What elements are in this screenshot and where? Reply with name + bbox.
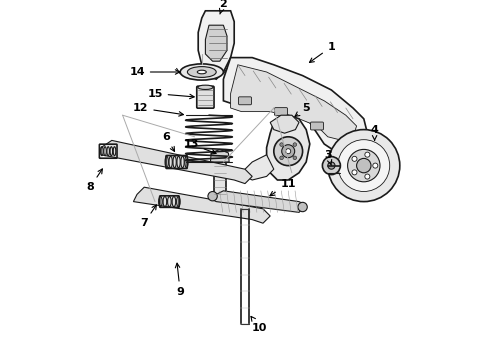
FancyBboxPatch shape <box>311 122 323 130</box>
FancyBboxPatch shape <box>214 162 225 198</box>
FancyBboxPatch shape <box>274 108 288 116</box>
Ellipse shape <box>197 70 206 74</box>
Text: 11: 11 <box>270 179 296 196</box>
Text: 13: 13 <box>183 139 216 154</box>
Text: 15: 15 <box>147 89 194 99</box>
Circle shape <box>293 143 296 147</box>
Polygon shape <box>210 198 230 205</box>
Ellipse shape <box>187 67 216 77</box>
Circle shape <box>293 156 296 159</box>
Text: 12: 12 <box>133 103 183 116</box>
Ellipse shape <box>180 64 223 80</box>
Text: 7: 7 <box>140 205 156 228</box>
Circle shape <box>365 174 370 179</box>
Circle shape <box>328 130 400 202</box>
Text: 4: 4 <box>370 125 379 140</box>
Circle shape <box>352 156 357 161</box>
Polygon shape <box>245 155 274 180</box>
Text: 3: 3 <box>324 150 332 165</box>
Text: 2: 2 <box>220 0 227 14</box>
Polygon shape <box>198 11 234 79</box>
Polygon shape <box>210 149 229 162</box>
Circle shape <box>274 137 303 166</box>
Polygon shape <box>270 115 299 133</box>
Circle shape <box>208 192 217 201</box>
Polygon shape <box>209 191 306 212</box>
Circle shape <box>347 149 380 182</box>
Circle shape <box>352 170 357 175</box>
Circle shape <box>338 140 390 192</box>
Text: 6: 6 <box>162 132 174 151</box>
Ellipse shape <box>198 85 213 90</box>
Circle shape <box>280 143 283 147</box>
Text: 1: 1 <box>310 42 335 63</box>
Circle shape <box>280 156 283 159</box>
Polygon shape <box>267 115 310 180</box>
FancyBboxPatch shape <box>239 97 251 105</box>
Polygon shape <box>101 140 252 184</box>
Text: 9: 9 <box>175 263 184 297</box>
Circle shape <box>286 149 291 154</box>
Circle shape <box>328 162 335 169</box>
Polygon shape <box>223 58 368 151</box>
Circle shape <box>365 152 370 157</box>
Circle shape <box>298 202 307 212</box>
Text: 8: 8 <box>86 169 102 192</box>
Text: 10: 10 <box>251 316 267 333</box>
FancyBboxPatch shape <box>197 86 214 108</box>
Text: 5: 5 <box>295 103 310 116</box>
Polygon shape <box>231 65 357 140</box>
Circle shape <box>282 145 294 158</box>
Polygon shape <box>133 187 270 223</box>
Text: 14: 14 <box>129 67 180 77</box>
Polygon shape <box>205 25 227 61</box>
Circle shape <box>373 163 378 168</box>
Circle shape <box>322 157 341 175</box>
Circle shape <box>357 158 371 173</box>
